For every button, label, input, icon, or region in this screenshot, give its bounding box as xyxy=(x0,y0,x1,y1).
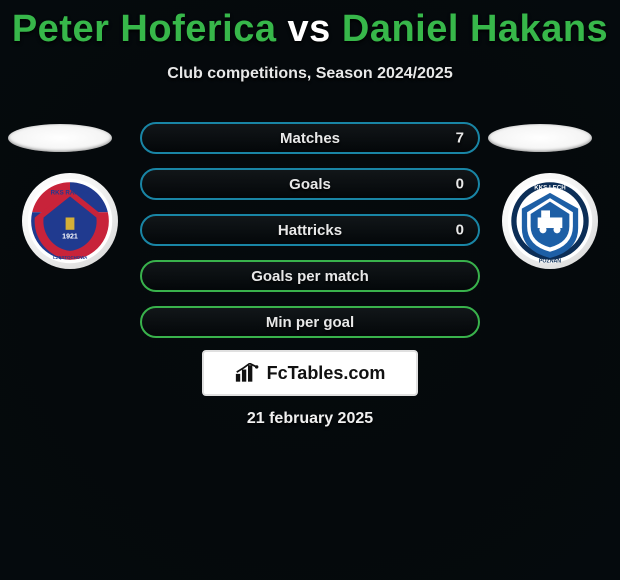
stat-row-goals-per-match: Goals per match xyxy=(140,260,480,292)
svg-text:1921: 1921 xyxy=(62,234,78,241)
player-b-ellipse xyxy=(488,124,592,152)
svg-text:POZNAŃ: POZNAŃ xyxy=(539,256,561,264)
stat-value-right: 0 xyxy=(456,222,464,239)
stat-row-matches: Matches 7 xyxy=(140,122,480,154)
stats-panel: Matches 7 Goals 0 Hattricks 0 Goals per … xyxy=(140,122,480,352)
stat-label: Goals xyxy=(289,176,331,193)
stat-label: Hattricks xyxy=(278,222,342,239)
club-badge-left: RKS RAKÓW CZĘSTOCHOWA 1921 xyxy=(22,173,118,269)
stat-row-goals: Goals 0 xyxy=(140,168,480,200)
stat-value-right: 0 xyxy=(456,176,464,193)
svg-text:KKS LECH: KKS LECH xyxy=(534,184,566,191)
bars-icon xyxy=(235,363,261,383)
club-badge-right: KKS LECH POZNAŃ xyxy=(502,173,598,269)
branding-text: FcTables.com xyxy=(267,363,386,384)
svg-text:CZĘSTOCHOWA: CZĘSTOCHOWA xyxy=(53,255,88,260)
lech-poznan-badge-icon: KKS LECH POZNAŃ xyxy=(506,177,594,265)
rakow-czestochowa-badge-icon: RKS RAKÓW CZĘSTOCHOWA 1921 xyxy=(26,177,114,265)
title-player-a: Peter Hoferica xyxy=(12,8,277,50)
subtitle: Club competitions, Season 2024/2025 xyxy=(0,65,620,83)
title-player-b: Daniel Hakans xyxy=(342,8,608,50)
stat-label: Min per goal xyxy=(266,314,354,331)
page-title: Peter Hoferica vs Daniel Hakans xyxy=(0,0,620,51)
title-vs: vs xyxy=(288,8,331,50)
stat-label: Matches xyxy=(280,130,340,147)
stat-row-min-per-goal: Min per goal xyxy=(140,306,480,338)
stat-value-right: 7 xyxy=(456,130,464,147)
fctables-branding: FcTables.com xyxy=(202,350,418,396)
stat-row-hattricks: Hattricks 0 xyxy=(140,214,480,246)
stat-label: Goals per match xyxy=(251,268,369,285)
date: 21 february 2025 xyxy=(0,410,620,428)
player-a-ellipse xyxy=(8,124,112,152)
svg-text:RKS RAKÓW: RKS RAKÓW xyxy=(51,189,90,197)
